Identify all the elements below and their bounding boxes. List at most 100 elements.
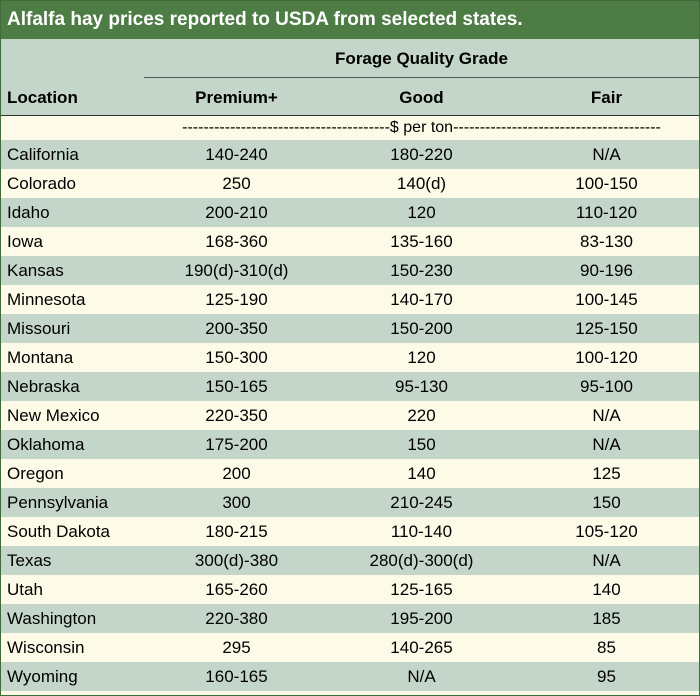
fair-cell: N/A bbox=[592, 406, 621, 425]
table-header: Forage Quality Grade Location Premium+ G… bbox=[1, 39, 699, 116]
table-body: California 140-240 180-220 N/A Colorado 250 14… bbox=[1, 140, 699, 691]
good-cell: 120 bbox=[407, 348, 436, 367]
good-cell: 210-245 bbox=[390, 493, 453, 512]
fair-cell: 185 bbox=[592, 609, 621, 628]
column-header-premium: Premium+ bbox=[195, 88, 278, 107]
fair-cell: 100-120 bbox=[575, 348, 638, 367]
table-title: Alfalfa hay prices reported to USDA from… bbox=[1, 1, 699, 39]
table-row: Wisconsin 295 140-265 85 bbox=[1, 633, 699, 662]
premium-cell: 300 bbox=[222, 493, 251, 512]
good-cell: 125-165 bbox=[390, 580, 453, 599]
good-cell: 140 bbox=[407, 464, 436, 483]
header-divider bbox=[144, 77, 699, 78]
column-header-good: Good bbox=[399, 88, 444, 107]
premium-cell: 220-380 bbox=[205, 609, 268, 628]
fair-cell: 125-150 bbox=[575, 319, 638, 338]
premium-cell: 250 bbox=[222, 174, 251, 193]
good-cell: N/A bbox=[407, 667, 436, 686]
premium-cell: 175-200 bbox=[205, 435, 268, 454]
fair-cell: N/A bbox=[592, 435, 621, 454]
good-cell: 140(d) bbox=[396, 174, 447, 193]
table-row: Montana 150-300 120 100-120 bbox=[1, 343, 699, 372]
premium-cell: 150-165 bbox=[205, 377, 268, 396]
good-cell: 280(d)-300(d) bbox=[369, 551, 474, 570]
location-cell: Minnesota bbox=[7, 290, 86, 309]
location-cell: New Mexico bbox=[7, 406, 100, 425]
table-row: Iowa 168-360 135-160 83-130 bbox=[1, 227, 699, 256]
good-cell: 150-230 bbox=[390, 261, 453, 280]
location-cell: Missouri bbox=[7, 319, 71, 338]
premium-cell: 150-300 bbox=[205, 348, 268, 367]
premium-cell: 165-260 bbox=[205, 580, 268, 599]
table-row: Wyoming 160-165 N/A 95 bbox=[1, 662, 699, 691]
table-row: South Dakota 180-215 110-140 105-120 bbox=[1, 517, 699, 546]
location-cell: Kansas bbox=[7, 261, 64, 280]
premium-cell: 200-210 bbox=[205, 203, 268, 222]
premium-cell: 125-190 bbox=[205, 290, 268, 309]
fair-cell: 100-145 bbox=[575, 290, 638, 309]
table-row: Oklahoma 175-200 150 N/A bbox=[1, 430, 699, 459]
premium-cell: 300(d)-380 bbox=[194, 551, 279, 570]
good-cell: 95-130 bbox=[395, 377, 448, 396]
fair-cell: 150 bbox=[592, 493, 621, 512]
table-row: Kansas 190(d)-310(d) 150-230 90-196 bbox=[1, 256, 699, 285]
good-cell: 110-140 bbox=[390, 522, 453, 541]
fair-cell: 110-120 bbox=[575, 203, 638, 222]
premium-cell: 180-215 bbox=[205, 522, 268, 541]
fair-cell: 85 bbox=[597, 638, 616, 657]
premium-cell: 295 bbox=[222, 638, 251, 657]
location-cell: Iowa bbox=[7, 232, 43, 251]
table-row: Idaho 200-210 120 110-120 bbox=[1, 198, 699, 227]
good-cell: 195-200 bbox=[390, 609, 453, 628]
premium-cell: 168-360 bbox=[205, 232, 268, 251]
table-row: Colorado 250 140(d) 100-150 bbox=[1, 169, 699, 198]
premium-cell: 200-350 bbox=[205, 319, 268, 338]
table-row: Utah 165-260 125-165 140 bbox=[1, 575, 699, 604]
fair-cell: 90-196 bbox=[580, 261, 633, 280]
location-cell: Oklahoma bbox=[7, 435, 85, 454]
location-cell: Montana bbox=[7, 348, 74, 367]
location-cell: California bbox=[7, 145, 79, 164]
column-header-fair: Fair bbox=[590, 88, 623, 107]
premium-cell: 140-240 bbox=[205, 145, 268, 164]
location-cell: South Dakota bbox=[7, 522, 111, 541]
table-row: California 140-240 180-220 N/A bbox=[1, 140, 699, 169]
table-row: Nebraska 150-165 95-130 95-100 bbox=[1, 372, 699, 401]
fair-cell: 140 bbox=[592, 580, 621, 599]
premium-cell: 160-165 bbox=[205, 667, 268, 686]
table-row: New Mexico 220-350 220 N/A bbox=[1, 401, 699, 430]
location-cell: Utah bbox=[7, 580, 43, 599]
location-cell: Pennsylvania bbox=[7, 493, 109, 512]
premium-cell: 220-350 bbox=[205, 406, 268, 425]
fair-cell: 125 bbox=[592, 464, 621, 483]
fair-cell: 105-120 bbox=[575, 522, 638, 541]
fair-cell: 95 bbox=[597, 667, 616, 686]
good-cell: 150-200 bbox=[390, 319, 453, 338]
column-header-location: Location bbox=[7, 88, 78, 107]
good-cell: 140-170 bbox=[390, 290, 453, 309]
good-cell: 120 bbox=[407, 203, 436, 222]
good-cell: 150 bbox=[407, 435, 436, 454]
premium-cell: 190(d)-310(d) bbox=[184, 261, 289, 280]
location-cell: Oregon bbox=[7, 464, 64, 483]
fair-cell: N/A bbox=[592, 551, 621, 570]
location-cell: Wyoming bbox=[7, 667, 78, 686]
premium-cell: 200 bbox=[222, 464, 251, 483]
table-row: Oregon 200 140 125 bbox=[1, 459, 699, 488]
location-cell: Washington bbox=[7, 609, 97, 628]
table-row: Texas 300(d)-380 280(d)-300(d) N/A bbox=[1, 546, 699, 575]
good-cell: 220 bbox=[407, 406, 436, 425]
location-cell: Nebraska bbox=[7, 377, 80, 396]
fair-cell: 95-100 bbox=[580, 377, 633, 396]
fair-cell: 100-150 bbox=[575, 174, 638, 193]
fair-cell: N/A bbox=[592, 145, 621, 164]
good-cell: 140-265 bbox=[390, 638, 453, 657]
location-cell: Wisconsin bbox=[7, 638, 85, 657]
fair-cell: 83-130 bbox=[580, 232, 633, 251]
table-row: Pennsylvania 300 210-245 150 bbox=[1, 488, 699, 517]
location-cell: Idaho bbox=[7, 203, 50, 222]
table-row: Washington 220-380 195-200 185 bbox=[1, 604, 699, 633]
good-cell: 180-220 bbox=[390, 145, 453, 164]
forage-quality-grade-label: Forage Quality Grade bbox=[335, 49, 508, 68]
